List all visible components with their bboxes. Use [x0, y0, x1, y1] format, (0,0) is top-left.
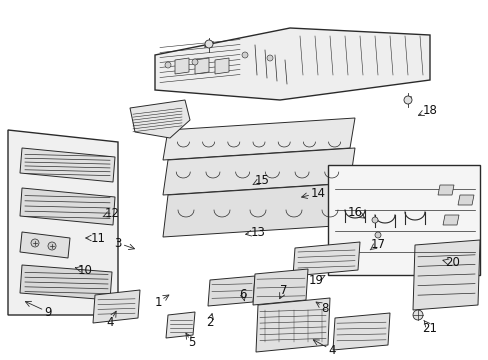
Polygon shape — [163, 118, 354, 160]
Text: 12: 12 — [104, 207, 119, 220]
Text: 21: 21 — [422, 321, 437, 334]
Text: 11: 11 — [90, 231, 105, 244]
Polygon shape — [252, 269, 307, 305]
Text: 5: 5 — [188, 337, 195, 350]
Polygon shape — [327, 165, 479, 275]
Polygon shape — [163, 148, 354, 195]
Polygon shape — [437, 185, 453, 195]
Polygon shape — [20, 188, 115, 225]
Text: 1: 1 — [154, 296, 162, 309]
Polygon shape — [93, 290, 140, 323]
Text: 8: 8 — [321, 302, 328, 315]
Text: 4: 4 — [327, 343, 335, 356]
Text: 3: 3 — [114, 237, 122, 249]
Polygon shape — [163, 183, 354, 237]
Polygon shape — [20, 148, 115, 182]
Circle shape — [371, 217, 377, 223]
Polygon shape — [155, 28, 429, 100]
Polygon shape — [332, 313, 389, 350]
Text: 13: 13 — [250, 225, 265, 239]
Circle shape — [403, 96, 411, 104]
Text: 18: 18 — [422, 104, 437, 117]
Polygon shape — [412, 240, 479, 310]
Circle shape — [374, 232, 380, 238]
Text: 19: 19 — [308, 274, 323, 287]
Text: 9: 9 — [44, 306, 52, 319]
Polygon shape — [457, 195, 473, 205]
Text: 4: 4 — [106, 315, 114, 328]
Text: 7: 7 — [280, 284, 287, 297]
Text: 10: 10 — [78, 264, 92, 276]
Circle shape — [48, 242, 56, 250]
Text: 2: 2 — [206, 315, 213, 328]
Text: 16: 16 — [347, 206, 362, 219]
Polygon shape — [207, 276, 254, 306]
Polygon shape — [215, 58, 228, 74]
Circle shape — [164, 62, 171, 68]
Polygon shape — [195, 58, 208, 74]
Polygon shape — [175, 58, 189, 74]
Polygon shape — [292, 242, 359, 276]
Polygon shape — [8, 130, 118, 315]
Text: 17: 17 — [370, 238, 385, 251]
Polygon shape — [442, 215, 458, 225]
Circle shape — [31, 239, 39, 247]
Polygon shape — [20, 265, 112, 300]
Text: 14: 14 — [310, 186, 325, 199]
Circle shape — [204, 40, 213, 48]
Polygon shape — [165, 312, 195, 338]
Circle shape — [192, 59, 198, 65]
Polygon shape — [256, 298, 329, 352]
Polygon shape — [130, 100, 190, 138]
Text: 20: 20 — [445, 256, 460, 270]
Polygon shape — [20, 232, 70, 258]
Circle shape — [412, 310, 422, 320]
Text: 6: 6 — [239, 288, 246, 301]
Circle shape — [242, 52, 247, 58]
Text: 15: 15 — [254, 174, 269, 186]
Circle shape — [266, 55, 272, 61]
